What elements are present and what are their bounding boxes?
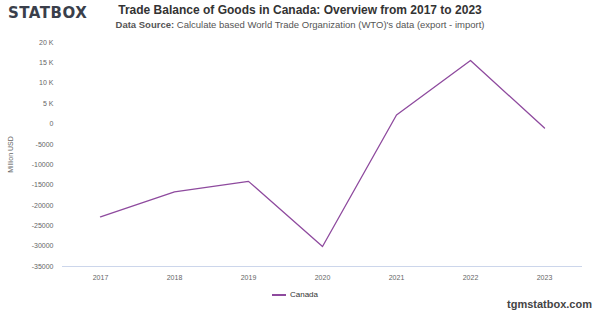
svg-text:2020: 2020 bbox=[315, 274, 331, 281]
svg-text:15 K: 15 K bbox=[39, 59, 54, 66]
svg-text:-10000: -10000 bbox=[32, 161, 54, 168]
html-text:Canada: Canada bbox=[290, 290, 318, 299]
svg-text:-30000: -30000 bbox=[32, 242, 54, 249]
html-text:Data Source: Calculate based W: Data Source: Calculate based World Trade… bbox=[115, 19, 485, 30]
svg-text:2018: 2018 bbox=[167, 274, 183, 281]
svg-text:-20000: -20000 bbox=[32, 202, 54, 209]
svg-text:0: 0 bbox=[50, 120, 54, 127]
svg-text:2017: 2017 bbox=[93, 274, 109, 281]
svg-text:2023: 2023 bbox=[537, 274, 553, 281]
svg-text:2019: 2019 bbox=[241, 274, 257, 281]
svg-text:-5000: -5000 bbox=[36, 141, 54, 148]
svg-text:2021: 2021 bbox=[389, 274, 405, 281]
svg-text:-15000: -15000 bbox=[32, 181, 54, 188]
html-text:STATBOX: STATBOX bbox=[8, 4, 88, 22]
svg-text:Million USD: Million USD bbox=[7, 136, 14, 173]
svg-text:5 K: 5 K bbox=[43, 100, 54, 107]
svg-text:-35000: -35000 bbox=[32, 263, 54, 270]
html-text:Trade Balance of Goods in Cana: Trade Balance of Goods in Canada: Overvi… bbox=[118, 3, 482, 17]
svg-text:2022: 2022 bbox=[463, 274, 479, 281]
svg-text:10 K: 10 K bbox=[39, 79, 54, 86]
html-text:tgmstatbox.com: tgmstatbox.com bbox=[507, 298, 592, 310]
svg-text:20 K: 20 K bbox=[39, 39, 54, 46]
svg-text:-25000: -25000 bbox=[32, 222, 54, 229]
